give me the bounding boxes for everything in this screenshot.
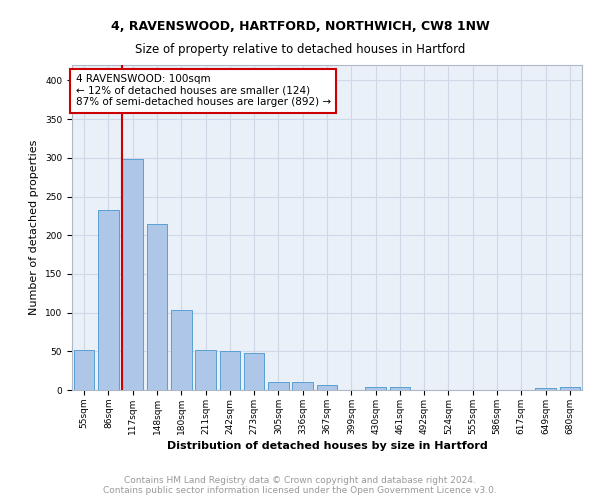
- Bar: [292, 382, 313, 390]
- Text: 4, RAVENSWOOD, HARTFORD, NORTHWICH, CW8 1NW: 4, RAVENSWOOD, HARTFORD, NORTHWICH, CW8 …: [110, 20, 490, 33]
- Text: Contains HM Land Registry data © Crown copyright and database right 2024.
Contai: Contains HM Land Registry data © Crown c…: [103, 476, 497, 495]
- Bar: [195, 350, 216, 390]
- Bar: [389, 387, 410, 390]
- Bar: [244, 353, 265, 390]
- Bar: [268, 382, 289, 390]
- Bar: [146, 224, 167, 390]
- Bar: [171, 310, 191, 390]
- Text: 4 RAVENSWOOD: 100sqm
← 12% of detached houses are smaller (124)
87% of semi-deta: 4 RAVENSWOOD: 100sqm ← 12% of detached h…: [76, 74, 331, 108]
- Bar: [365, 387, 386, 390]
- Bar: [122, 158, 143, 390]
- Y-axis label: Number of detached properties: Number of detached properties: [29, 140, 40, 315]
- X-axis label: Distribution of detached houses by size in Hartford: Distribution of detached houses by size …: [167, 441, 487, 451]
- Bar: [74, 350, 94, 390]
- Bar: [98, 210, 119, 390]
- Bar: [317, 386, 337, 390]
- Bar: [220, 352, 240, 390]
- Bar: [560, 387, 580, 390]
- Text: Size of property relative to detached houses in Hartford: Size of property relative to detached ho…: [135, 42, 465, 56]
- Bar: [535, 388, 556, 390]
